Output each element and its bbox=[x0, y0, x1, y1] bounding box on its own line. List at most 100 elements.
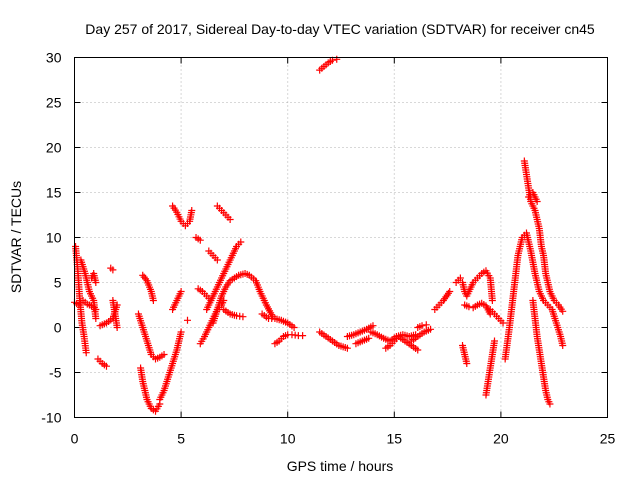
series-arc1 bbox=[72, 243, 90, 357]
data-point bbox=[149, 297, 157, 304]
series-arc2 bbox=[71, 297, 100, 313]
data-point bbox=[559, 342, 567, 349]
data-point bbox=[183, 316, 191, 324]
data-points bbox=[71, 55, 567, 415]
data-point bbox=[102, 362, 110, 370]
data-point bbox=[213, 256, 221, 264]
x-tick-label: 25 bbox=[600, 431, 616, 447]
series-arc12 bbox=[139, 271, 157, 304]
series-arc33 bbox=[414, 321, 430, 331]
y-tick-label: 20 bbox=[46, 140, 62, 156]
grid-lines bbox=[74, 57, 608, 418]
series-arc19 bbox=[205, 247, 221, 264]
series-arc42 bbox=[520, 157, 567, 315]
series-arc4 bbox=[88, 270, 100, 286]
data-point bbox=[427, 325, 435, 333]
data-point bbox=[491, 337, 499, 345]
series-arc9 bbox=[137, 364, 164, 415]
x-tick-label: 10 bbox=[280, 431, 296, 447]
series-arc3 bbox=[77, 256, 100, 322]
series-arc36 bbox=[459, 267, 496, 304]
series-arc32 bbox=[407, 325, 435, 345]
series-arc22 bbox=[209, 270, 277, 327]
series-arc20 bbox=[213, 202, 234, 223]
series-arc23 bbox=[220, 306, 247, 321]
x-axis-label: GPS time / hours bbox=[287, 458, 394, 474]
series-arc35 bbox=[452, 274, 464, 286]
series-arc26 bbox=[316, 55, 341, 74]
data-point bbox=[463, 360, 471, 367]
y-tick-label: 25 bbox=[46, 95, 62, 111]
series-arc15 bbox=[183, 316, 191, 324]
data-point bbox=[82, 349, 90, 357]
y-tick-label: 30 bbox=[46, 50, 62, 66]
data-point bbox=[422, 321, 430, 329]
data-point bbox=[533, 198, 541, 205]
y-tick-label: 10 bbox=[46, 230, 62, 246]
y-axis-label: SDTVAR / TECUs bbox=[8, 181, 24, 293]
data-point bbox=[160, 351, 168, 358]
chart-title: Day 257 of 2017, Sidereal Day-to-day VTE… bbox=[85, 21, 595, 37]
series-arc13 bbox=[169, 288, 185, 313]
x-tick-label: 15 bbox=[387, 431, 403, 447]
data-point bbox=[299, 332, 307, 340]
data-point bbox=[456, 274, 464, 282]
data-point bbox=[365, 334, 373, 342]
series-arc16 bbox=[192, 234, 204, 244]
data-point bbox=[414, 346, 422, 354]
data-point bbox=[196, 236, 204, 244]
data-point bbox=[177, 328, 185, 336]
series-arc40 bbox=[482, 337, 499, 399]
y-tick-label: -5 bbox=[49, 365, 62, 381]
plot-frame bbox=[74, 57, 608, 418]
data-point bbox=[239, 313, 247, 321]
series-arc28 bbox=[343, 322, 377, 340]
data-point bbox=[499, 319, 507, 327]
data-point bbox=[446, 288, 454, 295]
data-point bbox=[92, 315, 100, 322]
data-point bbox=[177, 288, 185, 295]
y-tick-label: 0 bbox=[54, 320, 62, 336]
series-arc8 bbox=[109, 297, 121, 331]
series-arc5 bbox=[94, 355, 110, 370]
series-arc14 bbox=[169, 202, 196, 230]
series-arc21 bbox=[203, 238, 245, 313]
series-arc24 bbox=[258, 310, 298, 331]
tick-labels: 0 5 10 15 20 25 -10 -5 0 5 10 15 20 25 30 bbox=[41, 50, 615, 447]
series-arc27 bbox=[316, 328, 351, 352]
series-arc25 bbox=[271, 331, 307, 348]
data-point bbox=[109, 266, 117, 274]
y-tick-label: 15 bbox=[46, 185, 62, 201]
series-arc7 bbox=[107, 264, 117, 274]
data-point bbox=[237, 238, 245, 246]
data-point bbox=[343, 344, 351, 352]
data-point bbox=[465, 303, 473, 311]
x-tick-label: 5 bbox=[177, 431, 185, 447]
data-point bbox=[546, 400, 554, 408]
y-tick-label: -10 bbox=[41, 410, 61, 426]
data-point bbox=[290, 324, 298, 331]
data-point bbox=[226, 216, 234, 223]
data-point bbox=[488, 297, 496, 304]
data-point bbox=[369, 322, 377, 330]
series-arc11 bbox=[156, 328, 185, 403]
data-point bbox=[559, 307, 567, 315]
data-point bbox=[92, 279, 100, 286]
series-arc41 bbox=[501, 229, 567, 363]
series-arc44 bbox=[525, 189, 541, 205]
series-arc38 bbox=[459, 342, 471, 367]
series-arc37 bbox=[461, 299, 494, 318]
series-arc29 bbox=[352, 334, 373, 348]
series-arc43 bbox=[529, 297, 554, 408]
x-tick-label: 20 bbox=[493, 431, 509, 447]
y-tick-label: 5 bbox=[54, 275, 62, 291]
data-point bbox=[418, 322, 426, 330]
series-arc34 bbox=[431, 288, 454, 313]
data-point bbox=[188, 207, 196, 214]
data-point bbox=[333, 55, 341, 63]
x-tick-label: 0 bbox=[71, 431, 79, 447]
data-point bbox=[113, 324, 121, 331]
series-arc39 bbox=[486, 306, 507, 327]
series-arc10 bbox=[134, 310, 168, 363]
